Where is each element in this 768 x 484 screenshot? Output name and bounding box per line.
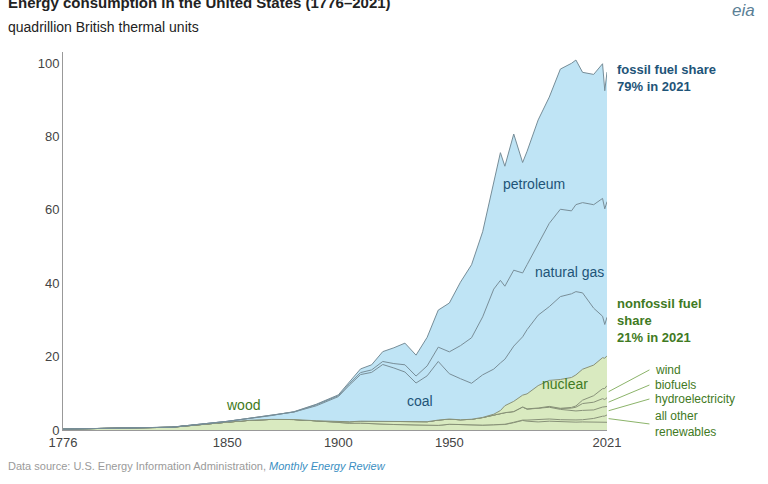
svg-text:0: 0 — [52, 423, 59, 438]
svg-text:coal: coal — [407, 393, 433, 409]
svg-text:100: 100 — [38, 56, 60, 71]
svg-text:Data source: U.S. Energy Infor: Data source: U.S. Energy Information Adm… — [8, 460, 386, 472]
svg-text:20: 20 — [45, 349, 59, 364]
svg-text:petroleum: petroleum — [503, 176, 565, 192]
svg-text:hydroelectricity: hydroelectricity — [655, 392, 735, 406]
svg-text:nuclear: nuclear — [542, 376, 588, 392]
svg-text:60: 60 — [45, 202, 59, 217]
svg-text:wood: wood — [226, 397, 260, 413]
svg-text:1950: 1950 — [435, 435, 464, 450]
svg-text:all otherrenewables: all otherrenewables — [655, 409, 716, 439]
svg-text:biofuels: biofuels — [655, 378, 696, 392]
svg-text:1900: 1900 — [324, 435, 353, 450]
svg-text:nonfossil fuelshare21% in 2021: nonfossil fuelshare21% in 2021 — [617, 296, 702, 345]
svg-text:Energy consumption in the Unit: Energy consumption in the United States … — [8, 0, 391, 11]
svg-text:eia: eia — [732, 1, 755, 20]
svg-text:2021: 2021 — [593, 435, 622, 450]
svg-text:40: 40 — [45, 276, 59, 291]
svg-text:quadrillion British thermal un: quadrillion British thermal units — [8, 19, 199, 35]
svg-text:1776: 1776 — [49, 435, 78, 450]
svg-text:fossil fuel share79% in 2021: fossil fuel share79% in 2021 — [617, 62, 716, 94]
svg-text:1850: 1850 — [213, 435, 242, 450]
svg-text:wind: wind — [655, 363, 681, 377]
svg-text:80: 80 — [45, 129, 59, 144]
svg-text:natural gas: natural gas — [535, 264, 604, 280]
